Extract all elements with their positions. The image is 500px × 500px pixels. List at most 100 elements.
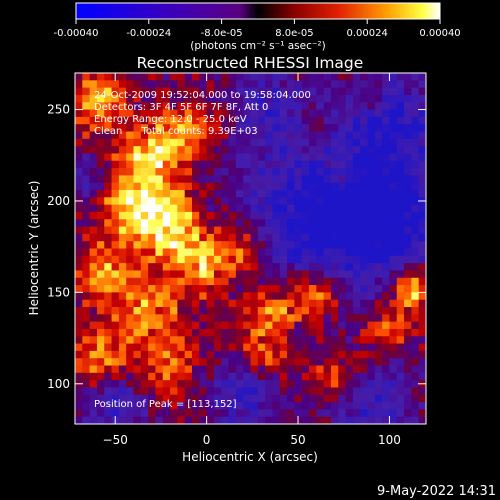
heatmap-cell [170, 365, 178, 374]
heatmap-cell [162, 292, 171, 301]
heatmap-cell [155, 87, 164, 96]
heatmap-cell [345, 343, 354, 352]
heatmap-cell [418, 175, 426, 184]
heatmap-cell [389, 263, 398, 272]
heatmap-cell [184, 263, 193, 272]
heatmap-cell [301, 233, 310, 242]
heatmap-cell [250, 299, 259, 308]
heatmap-cell [140, 387, 149, 396]
heatmap-cell [96, 204, 105, 213]
heatmap-cell [177, 285, 186, 293]
heatmap-cell [411, 270, 420, 279]
heatmap-cell [235, 211, 244, 220]
heatmap-cell [228, 73, 237, 81]
heatmap-cell [199, 124, 208, 133]
heatmap-cell [367, 380, 376, 389]
heatmap-cell [118, 380, 127, 389]
heatmap-cell [111, 102, 120, 111]
heatmap-cell [352, 138, 361, 147]
heatmap-cell [199, 190, 208, 198]
heatmap-cell [250, 204, 259, 213]
heatmap-cell [367, 314, 376, 323]
heatmap-cell [352, 197, 361, 206]
heatmap-cell [257, 146, 266, 155]
heatmap-cell [228, 80, 237, 89]
heatmap-cell [294, 277, 303, 286]
heatmap-cell [89, 402, 98, 410]
heatmap-cell [162, 138, 171, 147]
heatmap-cell [316, 336, 325, 345]
heatmap-cell [374, 131, 383, 140]
heatmap-cell [148, 358, 157, 367]
annotation-peak-position: Position of Peak = [113,152] [94, 399, 237, 410]
heatmap-cell [345, 190, 354, 198]
heatmap-cell [374, 314, 383, 323]
heatmap-cell [170, 160, 178, 169]
heatmap-cell [199, 87, 208, 96]
heatmap-cell [265, 328, 274, 337]
heatmap-cell [360, 343, 369, 352]
heatmap-cell [367, 73, 376, 81]
heatmap-cell [257, 365, 266, 374]
heatmap-cell [287, 321, 295, 330]
heatmap-cell [89, 102, 98, 111]
heatmap-cell [404, 292, 412, 301]
heatmap-cell [96, 116, 105, 125]
heatmap-cell [323, 299, 332, 308]
heatmap-cell [389, 219, 398, 228]
heatmap-cell [177, 80, 186, 89]
heatmap-cell [235, 131, 244, 140]
heatmap-cell [162, 314, 171, 323]
heatmap-cell [162, 197, 171, 206]
heatmap-cell [126, 409, 135, 418]
heatmap-cell [148, 175, 157, 184]
heatmap-cell [170, 241, 178, 250]
heatmap-cell [257, 358, 266, 367]
heatmap-cell [243, 131, 252, 140]
heatmap-cell [294, 219, 303, 228]
heatmap-cell [140, 160, 149, 169]
heatmap-cell [126, 109, 135, 118]
heatmap-cell [301, 314, 310, 323]
heatmap-cell [140, 285, 149, 293]
heatmap-cell [396, 270, 405, 279]
heatmap-cell [411, 94, 420, 103]
heatmap-cell [104, 87, 113, 96]
heatmap-cell [243, 116, 252, 125]
heatmap-cell [243, 94, 252, 103]
heatmap-cell [330, 197, 339, 206]
heatmap-cell [75, 190, 83, 198]
heatmap-cell [257, 372, 266, 381]
heatmap-cell [367, 241, 376, 250]
heatmap-cell [184, 175, 193, 184]
heatmap-cell [221, 292, 230, 301]
heatmap-cell [374, 211, 383, 220]
heatmap-cell [374, 87, 383, 96]
heatmap-cell [177, 102, 186, 111]
heatmap-cell [235, 350, 244, 359]
heatmap-cell [75, 394, 83, 403]
heatmap-cell [89, 182, 98, 191]
heatmap-cell [148, 211, 157, 220]
heatmap-cell [82, 138, 91, 147]
heatmap-cell [418, 285, 426, 293]
heatmap-cell [404, 204, 412, 213]
heatmap-cell [170, 146, 178, 155]
heatmap-cell [250, 358, 259, 367]
heatmap-cell [111, 131, 120, 140]
heatmap-cell [389, 146, 398, 155]
heatmap-cell [374, 94, 383, 103]
heatmap-cell [243, 299, 252, 308]
heatmap-cell [287, 153, 295, 162]
heatmap-cell [235, 299, 244, 308]
heatmap-cell [118, 146, 127, 155]
heatmap-cell [213, 248, 222, 257]
heatmap-cell [75, 153, 83, 162]
heatmap-cell [213, 175, 222, 184]
heatmap-cell [323, 211, 332, 220]
heatmap-cell [279, 94, 288, 103]
heatmap-cell [162, 277, 171, 286]
heatmap-cell [221, 248, 230, 257]
heatmap-cell [345, 168, 354, 176]
heatmap-cell [265, 350, 274, 359]
